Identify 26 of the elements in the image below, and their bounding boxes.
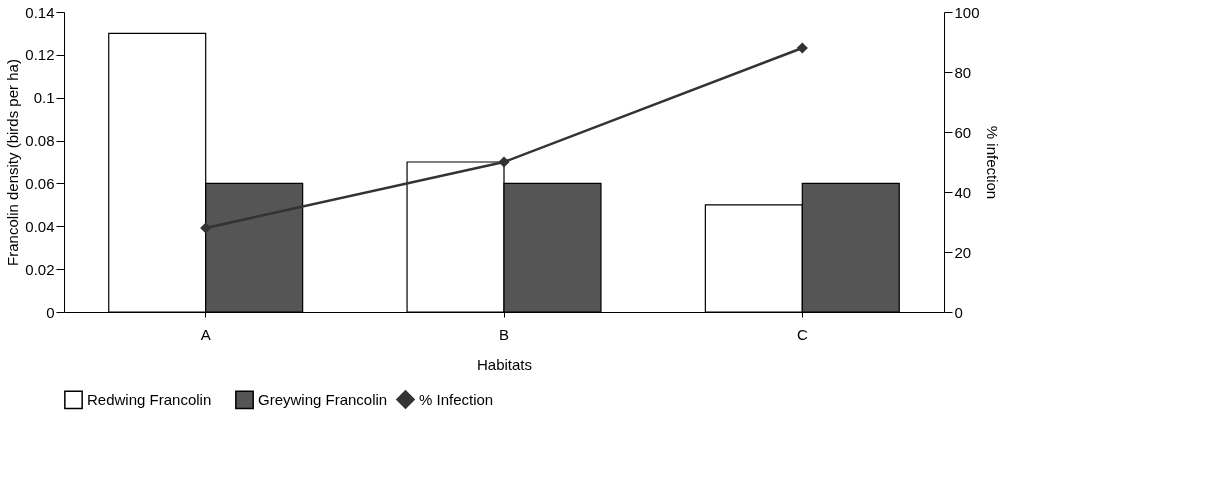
y2-tick-label: 20: [954, 243, 972, 261]
y-tick-label: 0.1: [33, 89, 55, 107]
y2-tick-label: 80: [954, 63, 972, 81]
y2-tick-label: 100: [954, 3, 980, 21]
y-tick-label: 0.08: [25, 132, 55, 150]
point: [200, 222, 211, 234]
y2-tick-label: 60: [954, 123, 972, 141]
x-axis-title: Habitats: [476, 355, 533, 373]
legend-label: Greywing Francolin: [258, 390, 388, 408]
x-tick-label: C: [796, 325, 808, 343]
point: [498, 156, 510, 168]
y-tick-label: 0.04: [25, 217, 55, 235]
y-axis-title: Francolin density (birds per ha): [4, 59, 22, 266]
y-tick-label: 0.06: [25, 174, 55, 192]
y-tick-label: 0.02: [25, 260, 55, 278]
legend-label: Redwing Francolin: [87, 390, 212, 408]
y2-tick-label: 0: [954, 303, 963, 321]
point: [797, 42, 808, 54]
y-tick-label: 0.12: [25, 46, 55, 64]
legend-label: % Infection: [419, 390, 494, 408]
y2-axis-title: % infection: [983, 125, 1001, 200]
x-tick-label: A: [200, 325, 211, 343]
y-tick-label: 0.14: [25, 3, 55, 21]
y2-tick-label: 40: [954, 183, 972, 201]
y-tick-label: 0: [46, 303, 55, 321]
x-tick-label: B: [498, 325, 510, 343]
